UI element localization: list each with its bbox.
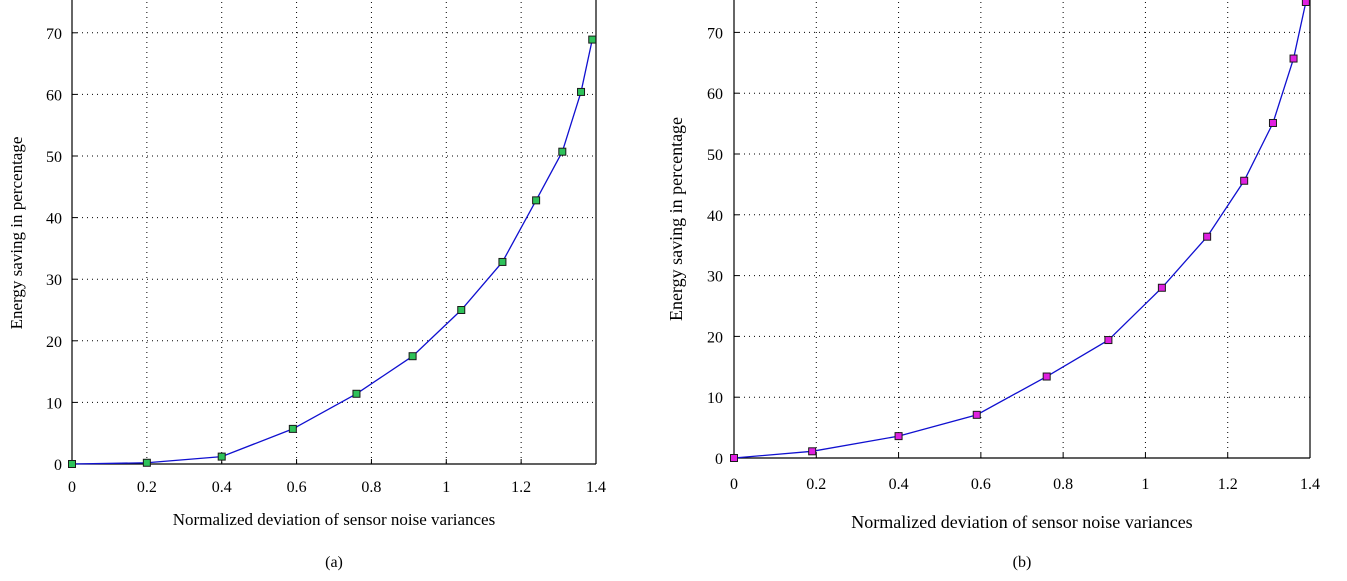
chart-b-svg: 0 0.2 0.4 0.6 0.8 1 1.2 1.4 0 10 20 30 40 50 60 70 Norma… [666,0,1320,571]
chart-a-y-tick-label: 30 [46,272,62,289]
chart-b-data-point [1042,372,1051,381]
chart-b-y-tick-label: 50 [707,147,723,164]
chart-a-x-axis-title: Normalized deviation of sensor noise var… [173,510,495,529]
chart-panel-b: 0 0.2 0.4 0.6 0.8 1 1.2 1.4 0 10 20 30 40 50 60 70 Norma… [660,0,1347,581]
chart-a-y-tick-label: 50 [46,149,62,166]
chart-b-x-tick-label: 0.8 [1053,476,1073,493]
chart-b-x-axis-title: Normalized deviation of sensor noise var… [851,512,1192,532]
chart-a-data-point [142,458,151,467]
chart-b-y-axis-title: Energy saving in percentage [666,117,686,321]
chart-b-y-tick-label: 40 [707,208,723,225]
chart-b-data-point [730,454,738,462]
chart-a-series-line [71,39,593,465]
chart-a-x-tick-label: 0.8 [361,479,381,496]
chart-a-x-tick-label: 1 [442,479,450,496]
chart-a-y-tick-label: 0 [54,457,62,474]
chart-a-y-axis-title: Energy saving in percentage [7,137,26,330]
chart-b-x-tick-label: 0 [730,476,738,493]
chart-a-data-point [498,257,507,266]
chart-a-data-point [217,452,226,461]
chart-b-data-point [1157,283,1166,292]
chart-a-svg: 0 0.2 0.4 0.6 0.8 1 1.2 1.4 0 10 20 30 40 50 60 70 Norma… [7,0,606,571]
chart-a-x-tick-label: 0 [68,479,76,496]
chart-a-data-point [558,147,567,156]
chart-b-data-point [894,432,903,441]
chart-a-x-tick-label: 0.6 [287,479,307,496]
chart-b-x-tick-label: 0.2 [806,476,826,493]
chart-b-panel-label: (b) [1013,554,1032,571]
chart-b-x-tick-label: 1.4 [1300,476,1320,493]
chart-b-data-point [1104,336,1113,345]
chart-a-x-tick-label: 1.2 [511,479,531,496]
chart-b-data-point [1289,54,1298,63]
chart-a-data-point [288,424,297,433]
chart-a-y-tick-label: 10 [46,395,62,412]
chart-b-series-line [733,1,1307,459]
chart-a-data-point [68,460,76,468]
chart-b-data-point [1268,118,1277,127]
chart-b-y-tick-label: 0 [715,451,723,468]
chart-a-panel-label: (a) [325,554,343,571]
chart-b-y-tick-label: 30 [707,269,723,286]
chart-a-y-tick-label: 40 [46,211,62,228]
chart-b-data-point [808,447,817,456]
chart-b-data-point [1203,232,1212,241]
chart-a-data-point [352,389,361,398]
chart-b-x-tick-label: 0.6 [971,476,991,493]
chart-panel-a: 0 0.2 0.4 0.6 0.8 1 1.2 1.4 0 10 20 30 40 50 60 70 Norma… [0,0,660,581]
chart-b-y-tick-label: 60 [707,86,723,103]
chart-b-x-tick-label: 0.4 [889,476,909,493]
chart-b-data-point [972,410,981,419]
chart-b-y-tick-label: 20 [707,329,723,346]
chart-a-data-point [457,306,466,314]
chart-a-y-tick-label: 70 [46,26,62,43]
chart-a-x-tick-label: 0.4 [212,479,232,496]
chart-a-y-tick-label: 20 [46,334,62,351]
chart-a-data-point [577,87,586,96]
chart-b-data-point [1240,176,1249,185]
chart-b-x-tick-label: 1 [1141,476,1149,493]
chart-a-data-point [588,35,597,44]
chart-a-x-tick-label: 0.2 [137,479,157,496]
chart-a-data-point [408,352,417,361]
chart-b-data-point [1301,0,1310,6]
chart-a-y-tick-label: 60 [46,87,62,104]
chart-a-x-tick-label: 1.4 [586,479,606,496]
chart-b-x-tick-label: 1.2 [1218,476,1238,493]
chart-b-y-tick-label: 70 [707,25,723,42]
chart-b-y-tick-label: 10 [707,390,723,407]
chart-a-data-point [532,196,541,205]
